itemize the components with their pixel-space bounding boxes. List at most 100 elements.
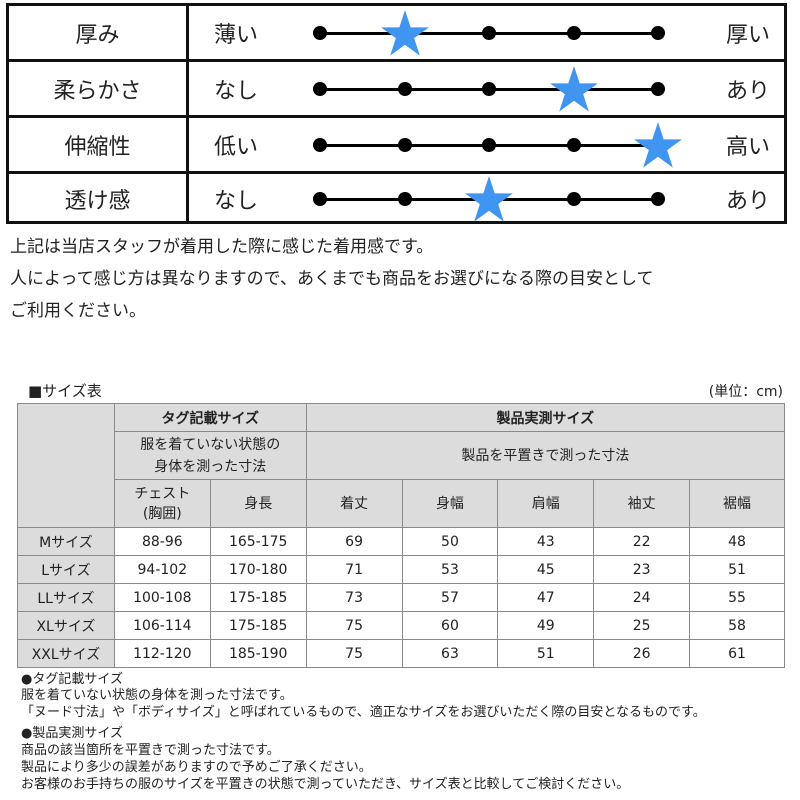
- feel-scale: [313, 62, 665, 115]
- scale-dot: [313, 137, 327, 152]
- table-row: XXLサイズ 112-120 185-190 75 63 51 26 61: [17, 639, 785, 668]
- feel-left-label: なし: [214, 189, 259, 214]
- table-row: Mサイズ 88-96 165-175 69 50 43 22 48: [17, 527, 785, 556]
- cell-hem: 51: [689, 555, 785, 584]
- cell-chest: 94-102: [113, 555, 211, 584]
- scale-dot: [651, 192, 665, 206]
- col-header-chest: チェスト (胸囲): [113, 479, 211, 528]
- cell-sleeve: 23: [593, 555, 691, 584]
- cell-chest: 106-114: [113, 611, 211, 640]
- feel-label: 厚み: [9, 6, 189, 59]
- size-table-unit: (単位：cm): [708, 384, 783, 400]
- cell-height: 175-185: [209, 611, 307, 640]
- cell-height: 185-190: [209, 639, 307, 668]
- col-header-text: (胸囲): [142, 505, 182, 522]
- col-header-text: チェスト: [134, 485, 191, 502]
- size-table-title: ■サイズ表: [28, 382, 102, 400]
- desc-line: 服を着ていない状態の: [140, 436, 281, 453]
- feel-scale: [313, 6, 665, 59]
- feel-scale: [313, 174, 665, 224]
- scale-dot: [397, 81, 412, 96]
- feel-label: 柔らかさ: [9, 62, 189, 115]
- scale-dot: [482, 137, 496, 152]
- cell-body-width: 63: [401, 639, 499, 668]
- cell-length: 69: [305, 527, 403, 556]
- scale-dot: [566, 137, 581, 152]
- scale-dot: [566, 25, 581, 40]
- cell-sleeve: 26: [593, 639, 691, 668]
- scale-dot: [651, 25, 665, 40]
- row-size-label: LLサイズ: [17, 583, 115, 612]
- col-header-hem: 裾幅: [689, 479, 785, 528]
- feel-row-sheerness: 透け感 なし あり: [9, 171, 784, 224]
- row-size-label: XXLサイズ: [17, 639, 115, 668]
- feel-row-thickness: 厚み 薄い 厚い: [9, 6, 784, 59]
- footnote-heading-product: ●製品実測サイズ: [21, 726, 123, 741]
- scale-dot: [482, 25, 496, 40]
- cell-sleeve: 22: [593, 527, 691, 556]
- footnote-line: 商品の該当箇所を平置きで測った寸法です。: [21, 743, 280, 758]
- feel-left-label: 低い: [214, 134, 259, 160]
- col-header-length: 着丈: [305, 479, 403, 528]
- feel-right-label: あり: [725, 78, 770, 104]
- feel-right-label: あり: [725, 189, 770, 214]
- feel-label: 伸縮性: [9, 118, 189, 171]
- star-icon: [465, 176, 513, 222]
- cell-body-width: 50: [401, 527, 499, 556]
- cell-length: 75: [305, 611, 403, 640]
- cell-chest: 112-120: [113, 639, 211, 668]
- scale-dot: [313, 192, 327, 206]
- cell-sleeve: 24: [593, 583, 691, 612]
- col-header-height: 身長: [209, 479, 307, 528]
- cell-shoulder: 45: [497, 555, 595, 584]
- cell-shoulder: 43: [497, 527, 595, 556]
- footnote-line: 服を着ていない状態の身体を測った寸法です。: [21, 688, 293, 703]
- table-row: LLサイズ 100-108 175-185 73 57 47 24 55: [17, 583, 785, 612]
- cell-body-width: 60: [401, 611, 499, 640]
- star-icon: [380, 9, 429, 56]
- cell-length: 73: [305, 583, 403, 612]
- feel-right-label: 高い: [725, 134, 770, 160]
- cell-body-width: 53: [401, 555, 499, 584]
- desc-line: 身体を測った寸法: [154, 458, 267, 475]
- scale-dot: [397, 192, 412, 206]
- row-size-label: XLサイズ: [17, 611, 115, 640]
- scale-dot: [313, 25, 327, 40]
- note-line: 上記は当店スタッフが着用した際に感じた着用感です。: [10, 237, 434, 257]
- feel-label: 透け感: [9, 174, 189, 224]
- cell-hem: 55: [689, 583, 785, 612]
- note-line: ご利用ください。: [10, 301, 146, 321]
- feel-scale: [313, 118, 682, 171]
- feel-chart: 厚み 薄い 厚い 柔らかさ なし あり 伸縮性 低い 高い 透け感 なし あり: [6, 3, 787, 224]
- star-icon: [634, 121, 682, 168]
- col-header-sleeve: 袖丈: [593, 479, 691, 528]
- table-row: Lサイズ 94-102 170-180 71 53 45 23 51: [17, 555, 785, 584]
- cell-hem: 61: [689, 639, 785, 668]
- feel-row-softness: 柔らかさ なし あり: [9, 59, 784, 115]
- size-table: タグ記載サイズ 製品実測サイズ 服を着ていない状態の 身体を測った寸法 製品を平…: [17, 403, 786, 668]
- cell-sleeve: 25: [593, 611, 691, 640]
- note-line: 人によって感じ方は異なりますので、あくまでも商品をお選びになる際の目安として: [10, 269, 654, 289]
- star-icon: [549, 65, 598, 112]
- group-header-tag-size: タグ記載サイズ: [113, 403, 307, 432]
- footnote-line: お客様のお手持ちの服のサイズを平置きの状態で測っていただき、サイズ表と比較してご…: [21, 777, 630, 792]
- cell-hem: 48: [689, 527, 785, 556]
- footnote-line: 「ヌード寸法」や「ボディサイズ」と呼ばれているもので、適正なサイズをお選びいただ…: [21, 705, 706, 720]
- table-row: XLサイズ 106-114 175-185 75 60 49 25 58: [17, 611, 785, 640]
- scale-dot: [313, 81, 327, 96]
- group-desc-product-size: 製品を平置きで測った寸法: [305, 431, 786, 480]
- footnote-heading-tag: ●タグ記載サイズ: [21, 672, 123, 687]
- cell-shoulder: 49: [497, 611, 595, 640]
- cell-shoulder: 51: [497, 639, 595, 668]
- col-header-body-width: 身幅: [401, 479, 499, 528]
- row-size-label: Mサイズ: [17, 527, 115, 556]
- cell-hem: 58: [689, 611, 785, 640]
- group-header-product-size: 製品実測サイズ: [305, 403, 786, 432]
- group-desc-tag-size: 服を着ていない状態の 身体を測った寸法: [113, 431, 307, 480]
- feel-left-label: 薄い: [214, 22, 259, 48]
- cell-length: 75: [305, 639, 403, 668]
- scale-dot: [397, 137, 412, 152]
- corner-cell: [17, 403, 115, 528]
- cell-height: 165-175: [209, 527, 307, 556]
- feel-left-label: なし: [214, 78, 259, 104]
